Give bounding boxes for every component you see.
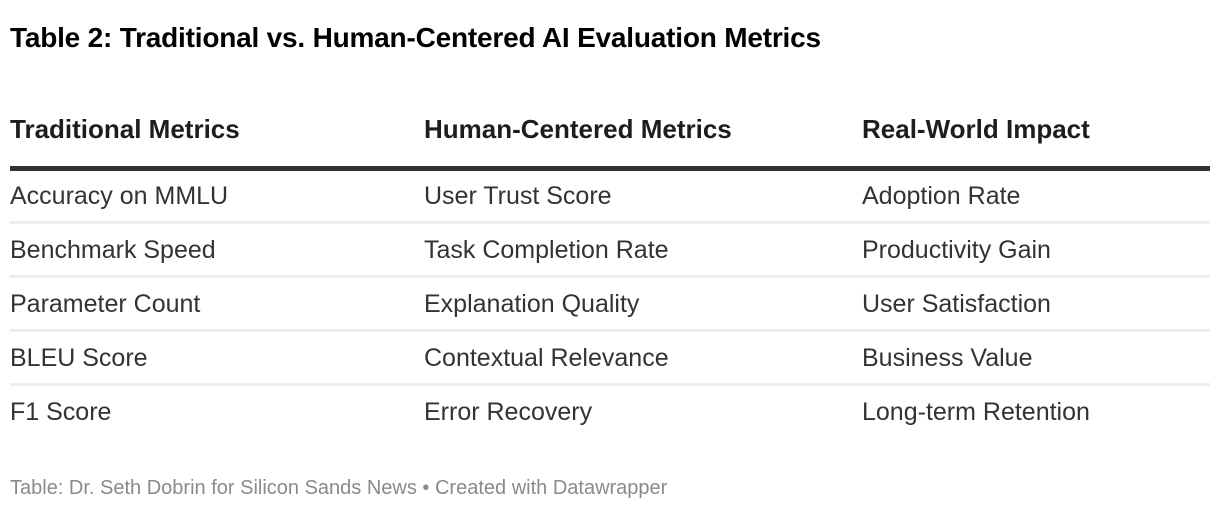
table-row: Accuracy on MMLU User Trust Score Adopti…: [10, 168, 1210, 224]
table-row: BLEU Score Contextual Relevance Business…: [10, 330, 1210, 386]
table-cell: Benchmark Speed: [10, 222, 424, 278]
table-container: Table 2: Traditional vs. Human-Centered …: [10, 22, 1210, 500]
datawrapper-credit-link[interactable]: Created with Datawrapper: [434, 476, 668, 499]
table-cell: Explanation Quality: [424, 276, 862, 332]
table-cell: F1 Score: [10, 398, 112, 427]
table-row: Benchmark Speed Task Completion Rate Pro…: [10, 222, 1210, 278]
table-cell: Error Recovery: [424, 398, 593, 427]
table-footer: Table: Dr. Seth Dobrin for Silicon Sands…: [10, 476, 1210, 500]
table-row: Parameter Count Explanation Quality User…: [10, 276, 1210, 332]
table-cell: Adoption Rate: [862, 168, 1210, 224]
table-title: Table 2: Traditional vs. Human-Centered …: [10, 22, 821, 53]
column-header-human-centered-metrics: Human-Centered Metrics: [424, 52, 862, 171]
table-cell: Accuracy on MMLU: [10, 168, 424, 224]
table-cell: User Trust Score: [424, 168, 862, 224]
column-header-traditional-metrics: Traditional Metrics: [10, 52, 424, 171]
attribution-text: Table: Dr. Seth Dobrin for Silicon Sands…: [10, 476, 417, 499]
table-cell: Parameter Count: [10, 276, 424, 332]
table-cell: Task Completion Rate: [424, 222, 862, 278]
column-header-real-world-impact: Real-World Impact: [862, 52, 1210, 171]
table-cell: Productivity Gain: [862, 222, 1210, 278]
header-row: Traditional Metrics Human-Centered Metri…: [10, 52, 1210, 171]
table-cell: Business Value: [862, 330, 1210, 386]
table-cell: Long-term Retention: [862, 398, 1090, 427]
table-row: F1 Score Error Recovery Long-term Retent…: [10, 385, 1210, 439]
footer-separator: •: [416, 476, 435, 499]
table-cell: BLEU Score: [10, 330, 424, 386]
table-cell: Contextual Relevance: [424, 330, 862, 386]
table-cell: User Satisfaction: [862, 276, 1210, 332]
metrics-table: Traditional Metrics Human-Centered Metri…: [10, 52, 1210, 439]
